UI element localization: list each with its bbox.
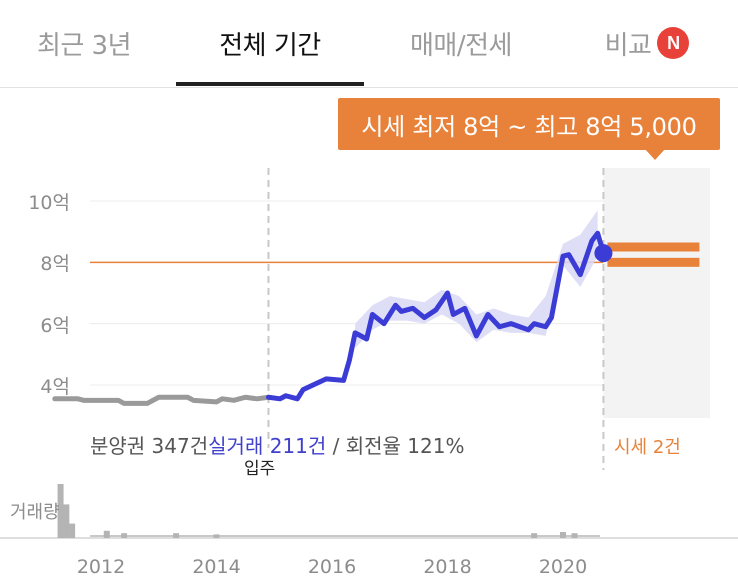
market-price-count[interactable]: 시세 2건 (614, 437, 681, 458)
tab-all-period-label: 전체 기간 (219, 30, 321, 61)
x-tick-label: 2012 (76, 556, 126, 578)
volume-bar (69, 523, 76, 538)
volume-bar (531, 533, 538, 538)
active-tab-indicator (176, 82, 364, 86)
volume-label: 거래량 (10, 502, 60, 523)
x-tick-label: 2020 (538, 556, 588, 578)
tab-sale-jeonse-label: 매매/전세 (410, 30, 512, 61)
x-tick-label: 2018 (423, 556, 472, 578)
volume-bar (173, 533, 180, 538)
presale-count: 분양권 347건 (90, 434, 209, 458)
tab-recent-3-years-label: 최근 3년 (36, 30, 132, 61)
y-tick-label: 6억 (40, 314, 70, 337)
forecast-region (603, 168, 710, 418)
forecast-price-bar (607, 257, 700, 267)
tab-sale-jeonse[interactable]: 매매/전세 (366, 0, 556, 86)
volume-bar (213, 534, 220, 538)
latest-price-dot (594, 244, 613, 263)
volume-bar (63, 504, 70, 538)
actual-price-line (265, 230, 606, 402)
tab-compare[interactable]: 비교 N (556, 0, 738, 86)
x-tick-label: 2016 (307, 556, 357, 578)
new-badge: N (657, 27, 690, 59)
y-tick-label: 4억 (40, 376, 70, 398)
volume-bar (121, 533, 128, 538)
price-range-tooltip: 시세 최저 8억 ~ 최고 8억 5,000 (338, 98, 720, 150)
price-range-band (355, 210, 598, 349)
turnover-rate: / 회전율 121% (326, 434, 465, 458)
volume-bar (571, 533, 578, 538)
presale-price-line (52, 394, 271, 406)
forecast-price-bar (607, 242, 700, 252)
tab-recent-3-years[interactable]: 최근 3년 (0, 0, 168, 86)
move-in-label: 입주 (244, 459, 276, 479)
transaction-summary: 분양권 347건실거래 211건 / 회전율 121% (90, 430, 464, 459)
x-tick-label: 2014 (192, 556, 241, 578)
y-tick-label: 10억 (28, 192, 70, 214)
tab-bar: 최근 3년 전체 기간 매매/전세 비교 N (0, 0, 738, 88)
tab-all-period[interactable]: 전체 기간 (176, 0, 364, 86)
y-tick-label: 8억 (40, 253, 70, 276)
tooltip-arrow (644, 148, 666, 160)
volume-bar (57, 484, 64, 538)
tab-compare-label: 비교 (604, 30, 652, 61)
actual-trade-count[interactable]: 실거래 211건 (208, 434, 327, 458)
volume-bar (103, 530, 110, 538)
price-range-tooltip-text: 시세 최저 8억 ~ 최고 8억 5,000 (361, 112, 697, 141)
volume-bar (560, 532, 566, 538)
